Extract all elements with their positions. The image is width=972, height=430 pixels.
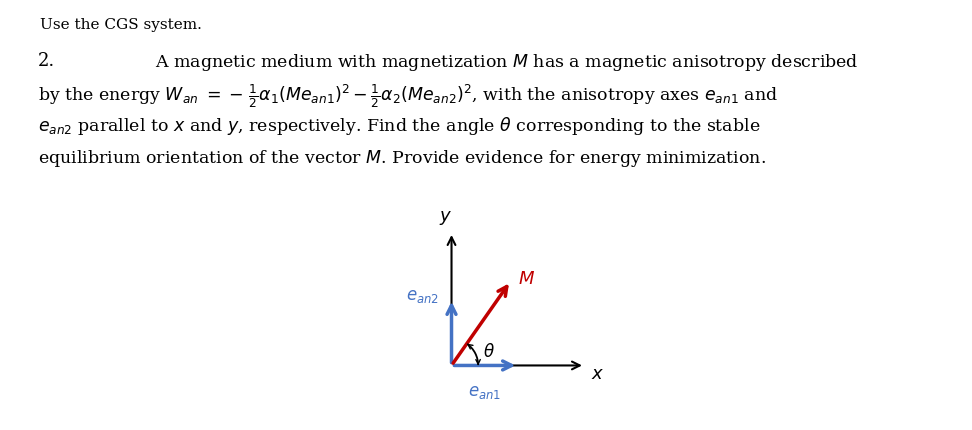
Text: $\mathit{e}_{\mathit{an2}}$ parallel to $x$ and $y$, respectively. Find the angl: $\mathit{e}_{\mathit{an2}}$ parallel to … — [38, 115, 760, 137]
Text: 2.: 2. — [38, 52, 55, 70]
Text: $y$: $y$ — [438, 209, 452, 227]
Text: $\mathit{e}_{\mathit{an1}}$: $\mathit{e}_{\mathit{an1}}$ — [469, 384, 502, 401]
Text: $\mathit{M}$: $\mathit{M}$ — [518, 270, 535, 288]
Text: $\theta$: $\theta$ — [483, 343, 495, 361]
Text: Use the CGS system.: Use the CGS system. — [40, 18, 202, 32]
Text: $\mathit{e}_{\mathit{an2}}$: $\mathit{e}_{\mathit{an2}}$ — [406, 288, 439, 305]
Text: $\mathit{x}$: $\mathit{x}$ — [591, 365, 605, 383]
Text: equilibrium orientation of the vector $\mathit{M}$. Provide evidence for energy : equilibrium orientation of the vector $\… — [38, 148, 766, 169]
Text: A magnetic medium with magnetization $\mathit{M}$ has a magnetic anisotropy desc: A magnetic medium with magnetization $\m… — [155, 52, 858, 73]
Text: by the energy $W_{\mathit{an}}\ =-\,\frac{1}{2}\alpha_1(M\mathit{e}_{\mathit{an1: by the energy $W_{\mathit{an}}\ =-\,\fra… — [38, 82, 778, 110]
